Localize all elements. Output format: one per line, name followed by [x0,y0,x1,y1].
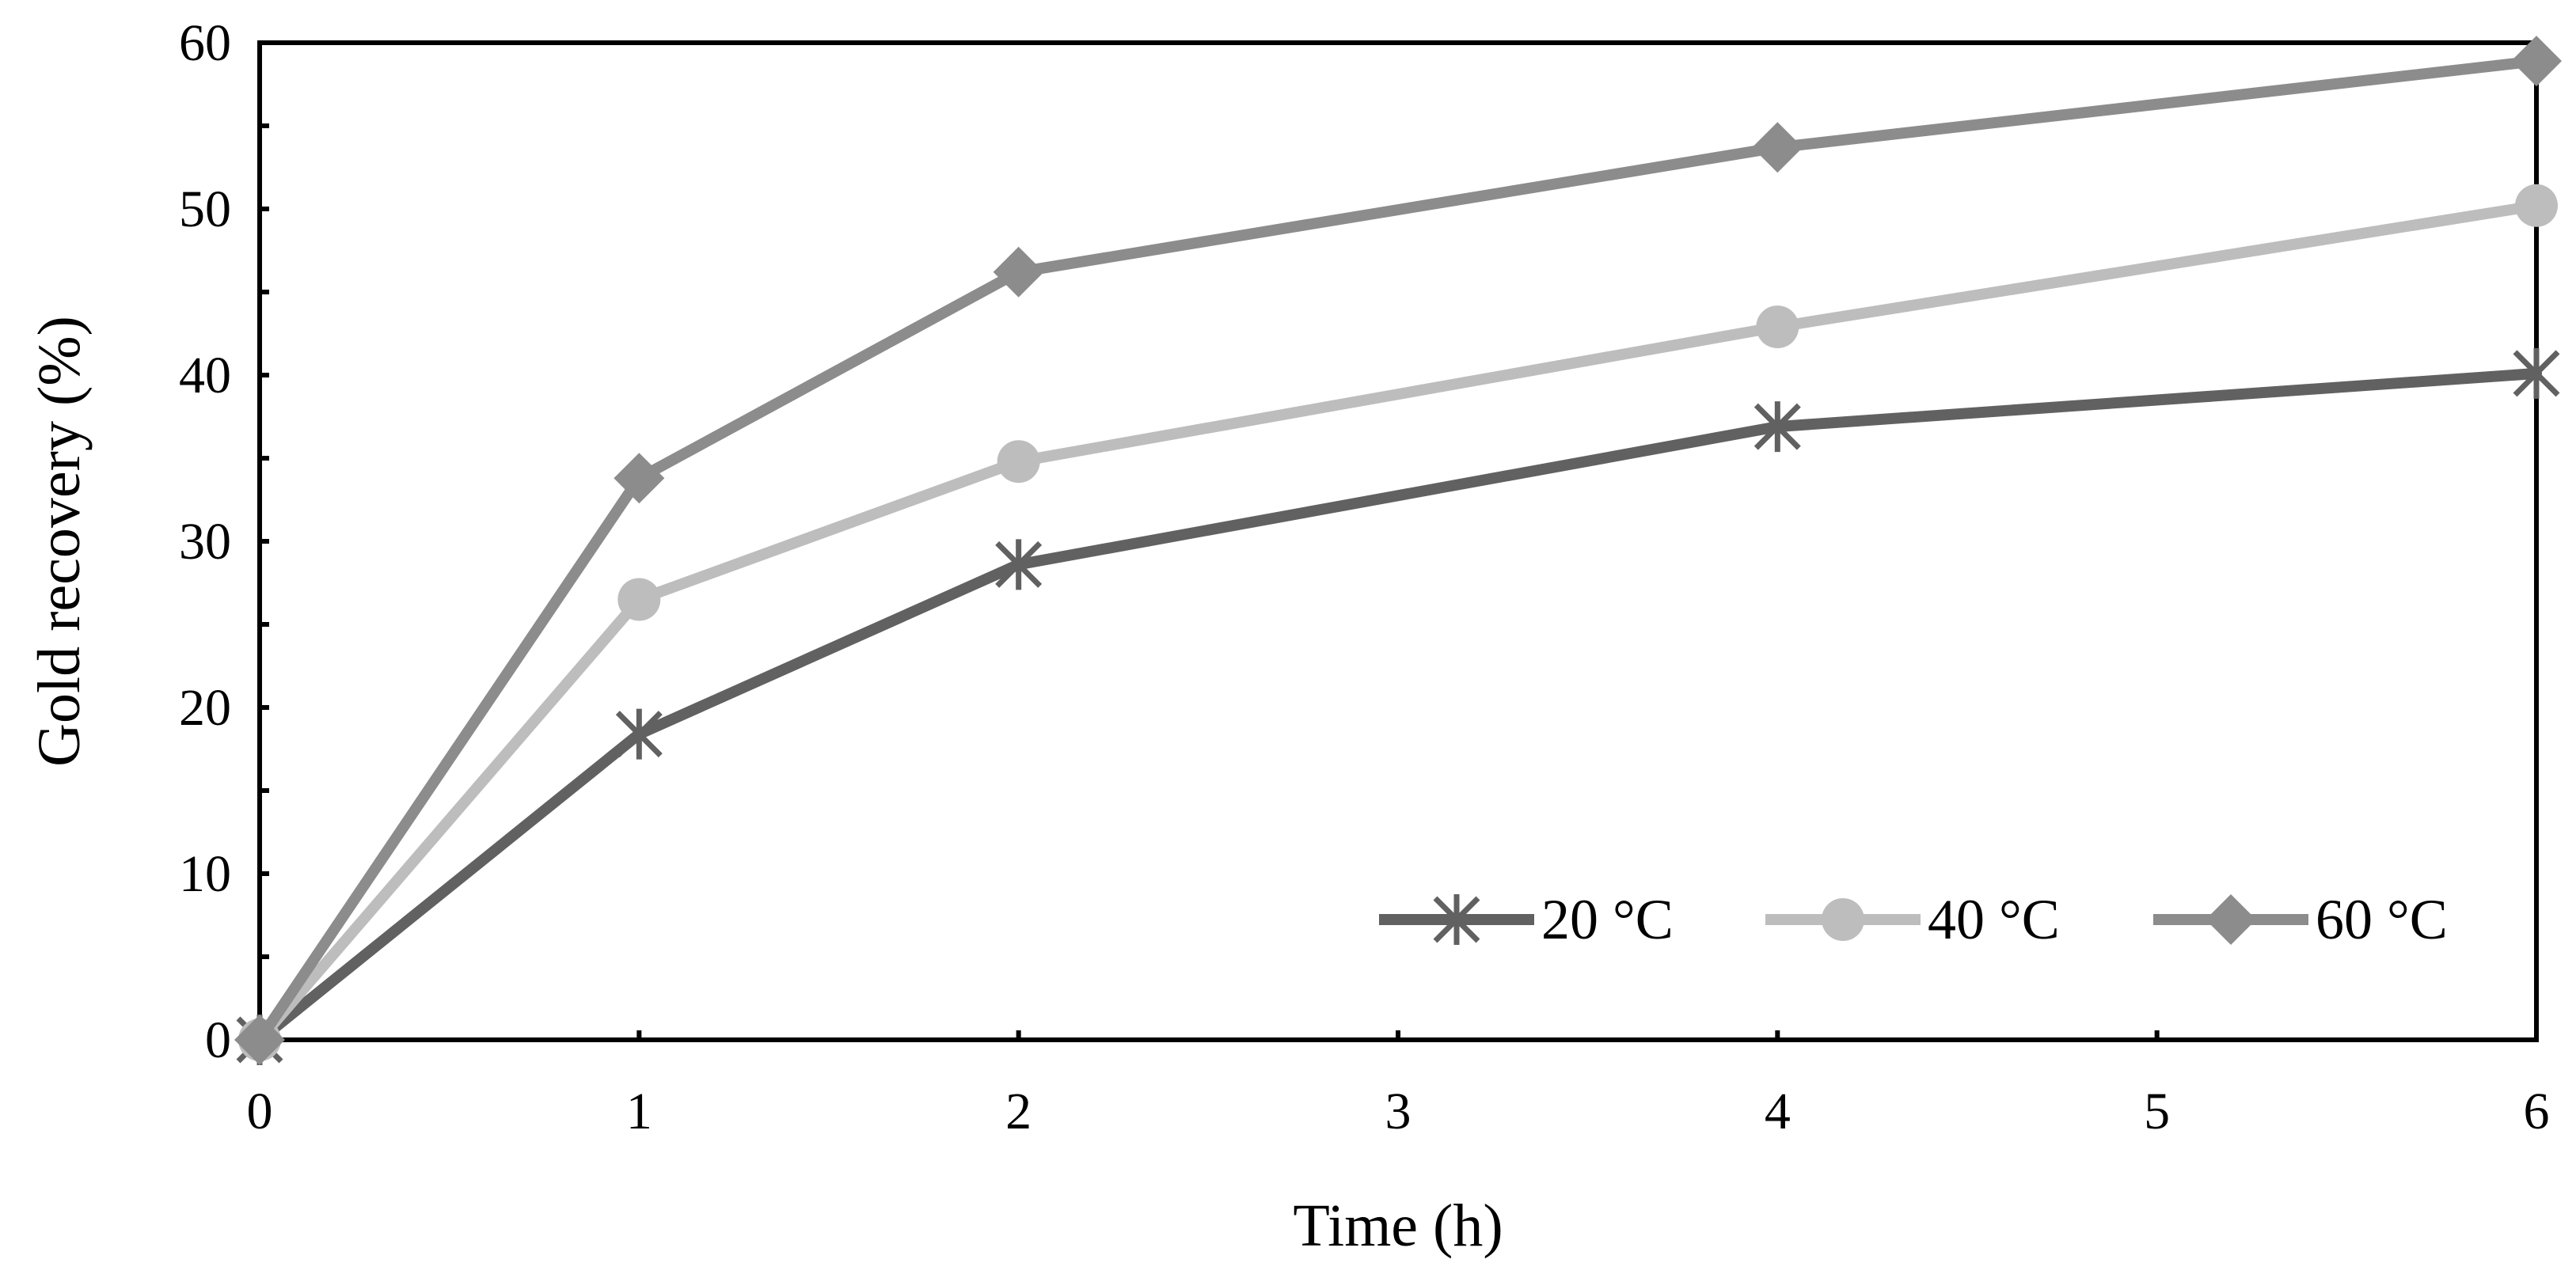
y-tick-label: 40 [179,347,231,404]
y-axis-title: Gold recovery (%) [26,316,93,767]
y-tick-label: 10 [179,845,231,903]
data-point [615,708,663,760]
x-axis-title: Time (h) [1293,1193,1503,1259]
series-line [254,367,2542,1045]
legend-label: 60 °C [2316,888,2448,951]
series-diamond [234,36,2562,1065]
data-point [995,539,1043,590]
x-tick-label: 0 [247,1083,273,1140]
legend-item-circle: 40 °C [1765,888,2060,951]
series [234,36,2562,1065]
legend-marker [1822,898,1864,941]
y-tick-label: 20 [179,679,231,737]
legend-label: 40 °C [1928,888,2060,951]
legend-item-asterisk: 20 °C [1379,888,1674,951]
data-point [2511,36,2562,87]
x-tick-label: 3 [1385,1083,1411,1140]
data-point [1756,305,1799,349]
y-tick-label: 0 [205,1011,231,1069]
data-point [617,578,661,621]
data-point [2513,347,2560,399]
legend: 20 °C 40 °C 60 °C [1379,888,2448,951]
y-tick-label: 60 [179,14,231,72]
ticks: 0 10 20 30 40 50 60 0 1 2 3 4 5 6 [179,14,2550,1140]
x-tick-label: 6 [2524,1083,2550,1140]
y-tick-label: 30 [179,513,231,571]
x-tick-label: 4 [1765,1083,1791,1140]
series-line [254,55,2542,1045]
data-point [614,453,665,504]
data-point [2515,184,2558,227]
x-tick-label: 2 [1005,1083,1032,1140]
x-tick-label: 1 [626,1083,652,1140]
x-tick-label: 5 [2144,1083,2170,1140]
legend-item-diamond: 60 °C [2153,888,2448,951]
data-point [997,440,1040,484]
data-point [1753,401,1801,453]
data-point [1752,122,1803,173]
legend-marker [2206,894,2256,945]
data-point [234,1015,285,1065]
series-circle [238,184,2558,1061]
legend-label: 20 °C [1541,888,1674,951]
legend-marker [1433,894,1480,945]
series-asterisk [236,347,2560,1065]
y-tick-label: 50 [179,180,231,238]
data-point [993,246,1044,298]
